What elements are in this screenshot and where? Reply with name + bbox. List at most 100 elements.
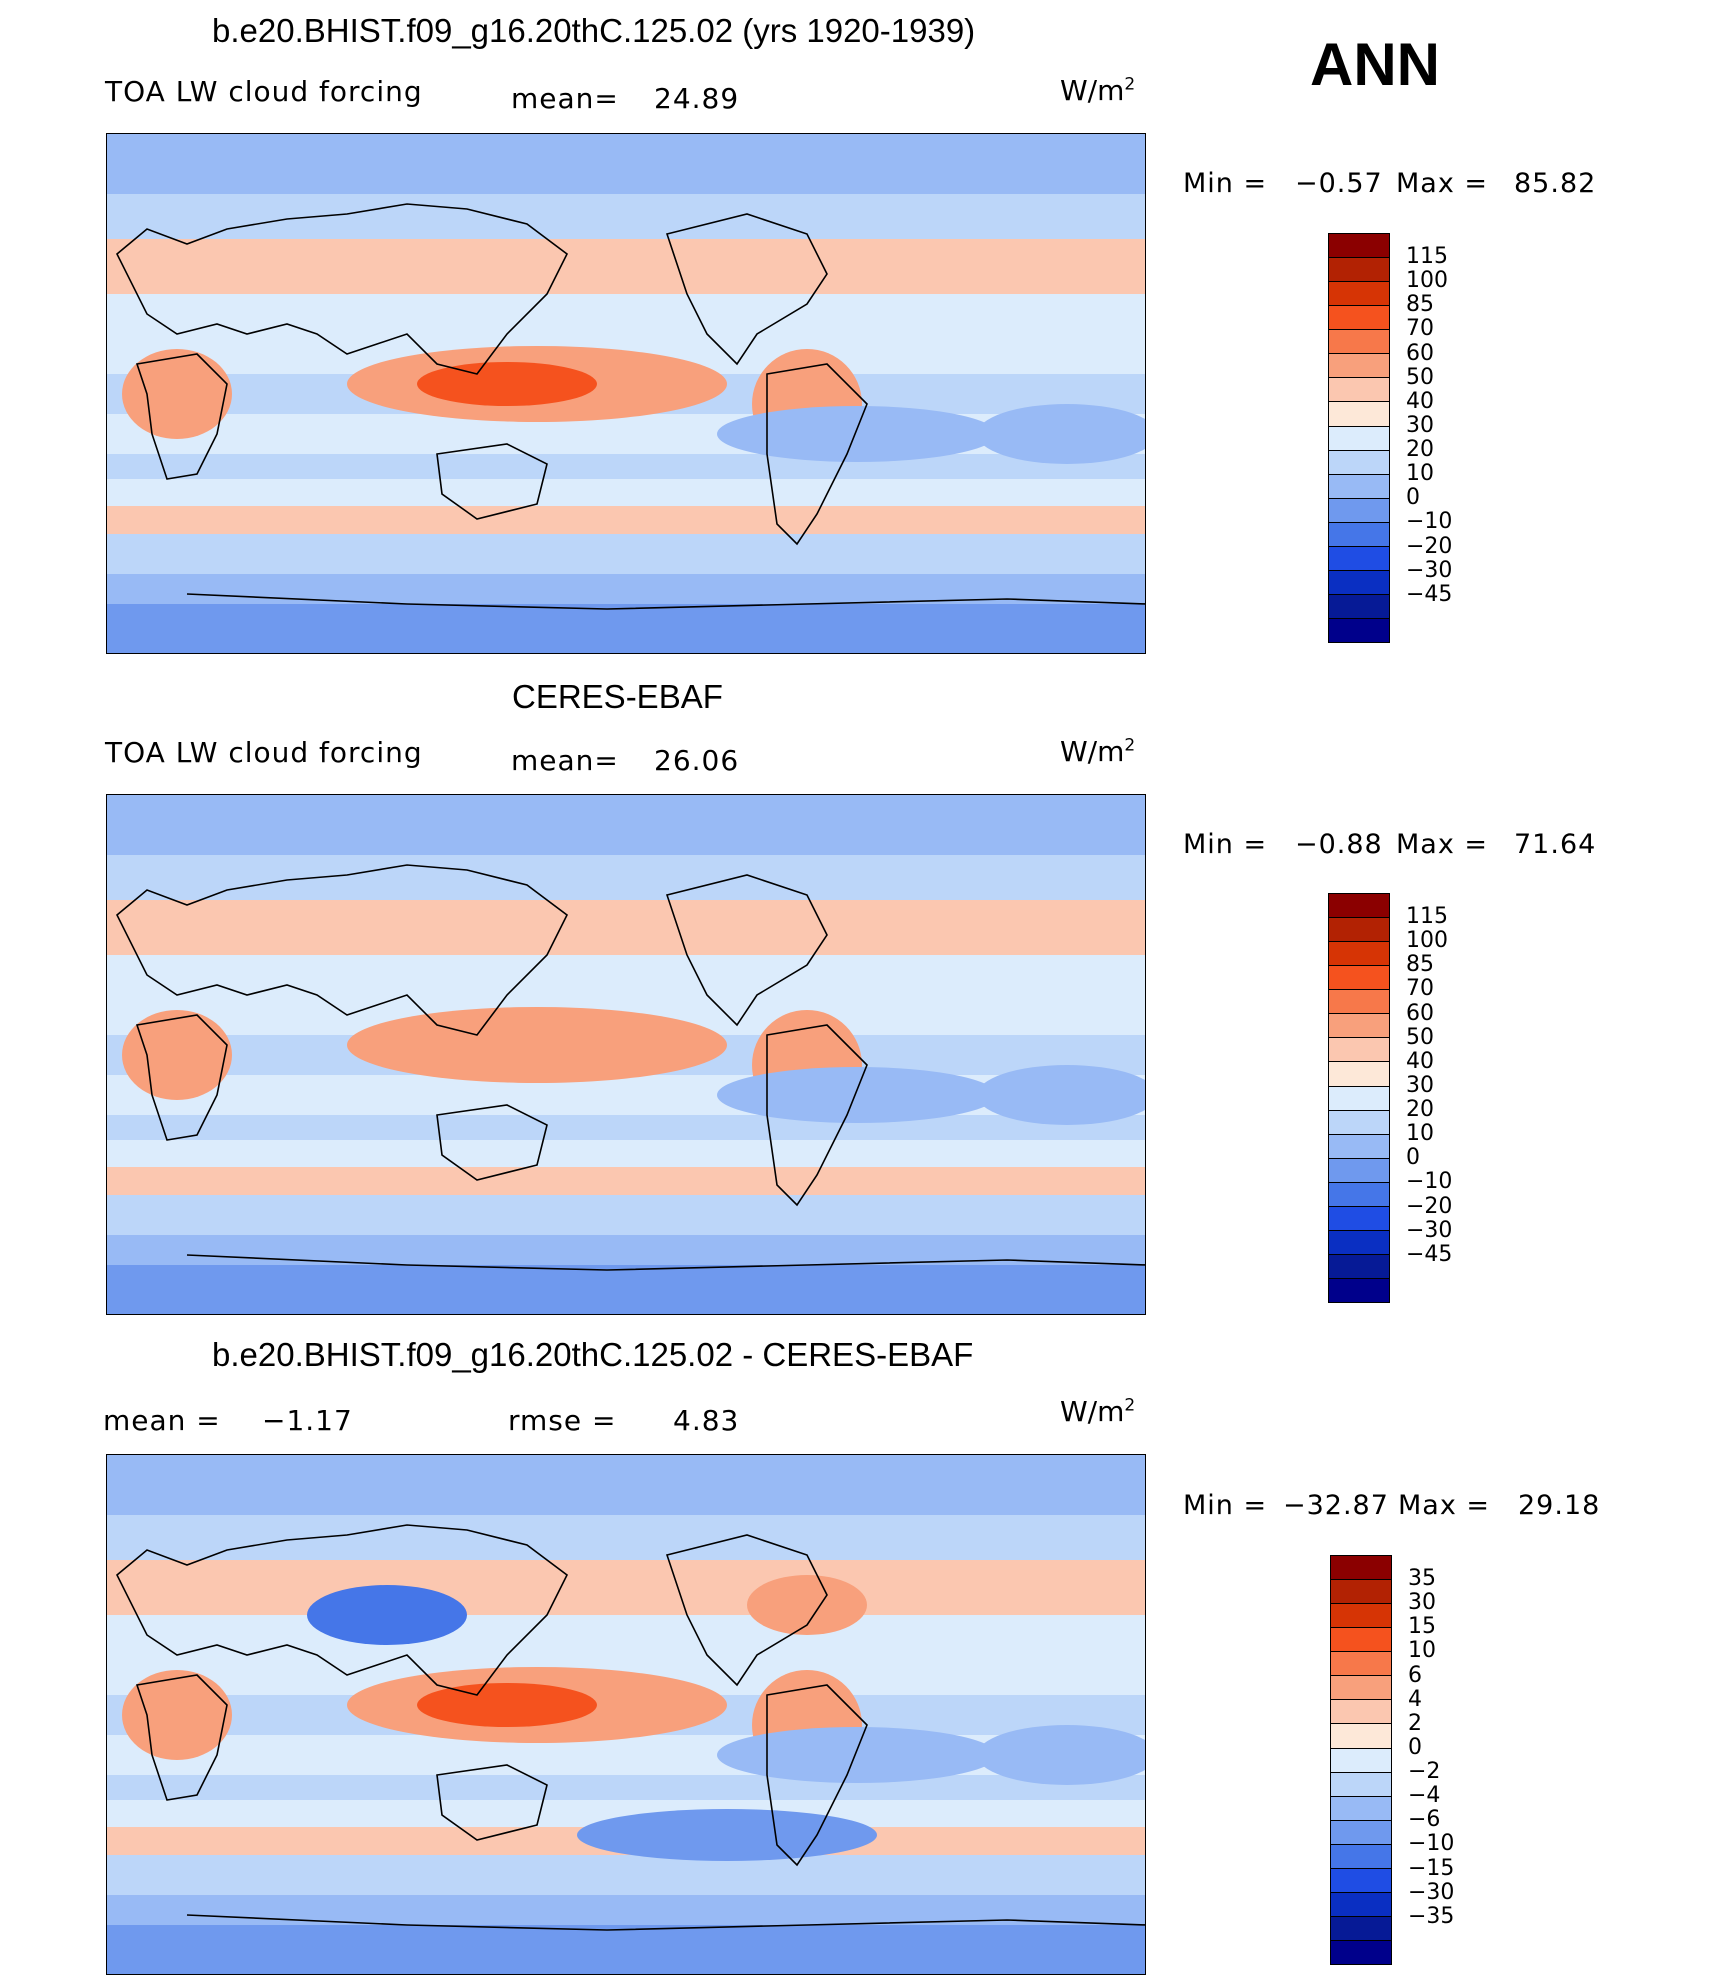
- colorbar-swatch: [1329, 258, 1389, 283]
- map-field-band: [107, 1515, 1145, 1560]
- colorbar-swatch: [1331, 1700, 1391, 1725]
- colorbar-swatch: [1329, 1086, 1389, 1111]
- map-africa-warm: [122, 349, 232, 439]
- colorbar-tick-label: −45: [1406, 1241, 1453, 1267]
- map-coastline: [766, 1024, 868, 1207]
- colorbar-swatch: [1331, 1844, 1391, 1869]
- colorbar-swatch: [1329, 1279, 1389, 1303]
- colorbar-swatch: [1329, 1134, 1389, 1159]
- map-field-band: [107, 194, 1145, 239]
- map-subtropical-cold: [717, 1727, 997, 1783]
- colorbar-tick-label: 70: [1406, 976, 1434, 1002]
- map-field-band: [107, 1140, 1145, 1167]
- colorbar-swatch: [1329, 1110, 1389, 1135]
- map-coastline: [116, 1524, 569, 1696]
- map-field-band: [107, 1265, 1145, 1314]
- panel-2-variable: TOA LW cloud forcing: [105, 736, 423, 769]
- colorbar-tick-label: −45: [1406, 581, 1453, 607]
- colorbar-swatch: [1331, 1556, 1391, 1581]
- colorbar-tick-label: 20: [1406, 437, 1434, 463]
- colorbar-swatch: [1329, 1062, 1389, 1087]
- colorbar-tick-label: 100: [1406, 268, 1448, 294]
- season-label: ANN: [1310, 31, 1440, 98]
- panel-1-max-value: 85.82: [1514, 168, 1597, 199]
- panel-1-units: W/m2: [1060, 74, 1136, 107]
- colorbar-swatch: [1329, 402, 1389, 427]
- map-coastline: [766, 1684, 868, 1867]
- map-coastline: [186, 1254, 1145, 1271]
- colorbar-swatch: [1329, 330, 1389, 355]
- panel-1-map: [106, 133, 1146, 654]
- colorbar-swatch: [1331, 1748, 1391, 1773]
- map-coastline: [436, 1764, 548, 1841]
- colorbar-tick-label: 30: [1406, 1072, 1434, 1098]
- colorbar-swatch: [1331, 1941, 1391, 1965]
- colorbar-tick-label: 2: [1408, 1710, 1422, 1736]
- map-diff-warm-patch: [747, 1575, 867, 1635]
- colorbar-tick-label: −2: [1408, 1759, 1441, 1785]
- colorbar-tick-label: 85: [1406, 952, 1434, 978]
- colorbar-swatch: [1329, 354, 1389, 379]
- colorbar-tick-label: 0: [1406, 485, 1420, 511]
- panel-2-min-label: Min =: [1183, 829, 1268, 860]
- map-africa-warm: [122, 1670, 232, 1760]
- map-coastline: [665, 213, 828, 366]
- map-diff-cold-patch: [577, 1809, 877, 1861]
- map-coastline: [186, 593, 1145, 610]
- colorbar-swatch: [1331, 1820, 1391, 1845]
- colorbar-swatch: [1329, 498, 1389, 523]
- colorbar-tick-label: 4: [1408, 1686, 1422, 1712]
- panel-1-max-label: Max =: [1396, 168, 1489, 199]
- colorbar-swatch: [1329, 1038, 1389, 1063]
- colorbar-swatch: [1329, 1254, 1389, 1279]
- map-warm-pool-core: [417, 1683, 597, 1727]
- colorbar-tick-label: 60: [1406, 340, 1434, 366]
- map-atlantic-cold: [977, 404, 1145, 464]
- colorbar-swatch: [1331, 1892, 1391, 1917]
- map-field-band: [107, 506, 1145, 534]
- colorbar-swatch: [1331, 1724, 1391, 1749]
- map-field-band: [107, 1195, 1145, 1235]
- panel-3-min-label: Min =: [1183, 1490, 1268, 1521]
- colorbar-tick-label: 0: [1408, 1734, 1422, 1760]
- map-diff-cold-patch: [307, 1585, 467, 1645]
- panel-1-colorbar: [1328, 233, 1390, 643]
- panel-3-min-value: −32.87: [1283, 1490, 1389, 1521]
- map-coastline: [135, 1674, 228, 1801]
- map-field-band: [107, 855, 1145, 900]
- map-coastline: [135, 1014, 228, 1141]
- colorbar-swatch: [1331, 1868, 1391, 1893]
- colorbar-tick-label: 70: [1406, 316, 1434, 342]
- colorbar-swatch: [1329, 450, 1389, 475]
- colorbar-tick-label: 35: [1408, 1566, 1436, 1592]
- colorbar-tick-label: 0: [1406, 1145, 1420, 1171]
- colorbar-swatch: [1329, 942, 1389, 967]
- colorbar-tick-label: −20: [1406, 533, 1453, 559]
- map-field-band: [107, 454, 1145, 479]
- colorbar-tick-label: −30: [1408, 1879, 1455, 1905]
- colorbar-tick-label: −6: [1408, 1807, 1441, 1833]
- colorbar-tick-label: 40: [1406, 1048, 1434, 1074]
- panel-1-variable: TOA LW cloud forcing: [105, 75, 423, 108]
- panel-1-mean-label: mean=: [511, 82, 619, 115]
- panel-1-min-label: Min =: [1183, 168, 1268, 199]
- map-field-band: [107, 1925, 1145, 1974]
- map-subtropical-cold: [717, 406, 997, 462]
- map-warm-pool-core: [417, 362, 597, 406]
- colorbar-tick-label: 6: [1408, 1662, 1422, 1688]
- map-field-band: [107, 1167, 1145, 1195]
- panel-3-map: [106, 1454, 1146, 1975]
- colorbar-swatch: [1331, 1796, 1391, 1821]
- map-coastline: [665, 874, 828, 1027]
- colorbar-swatch: [1329, 1182, 1389, 1207]
- colorbar-tick-label: 15: [1408, 1614, 1436, 1640]
- colorbar-tick-label: 30: [1408, 1590, 1436, 1616]
- colorbar-tick-label: −10: [1408, 1831, 1455, 1857]
- map-coastline: [116, 864, 569, 1036]
- panel-1-mean-value: 24.89: [654, 82, 740, 115]
- colorbar-tick-label: 10: [1406, 1121, 1434, 1147]
- map-subtropical-cold: [717, 1067, 997, 1123]
- colorbar-swatch: [1331, 1580, 1391, 1605]
- panel-2-mean-label: mean=: [511, 744, 619, 777]
- colorbar-tick-label: 50: [1406, 364, 1434, 390]
